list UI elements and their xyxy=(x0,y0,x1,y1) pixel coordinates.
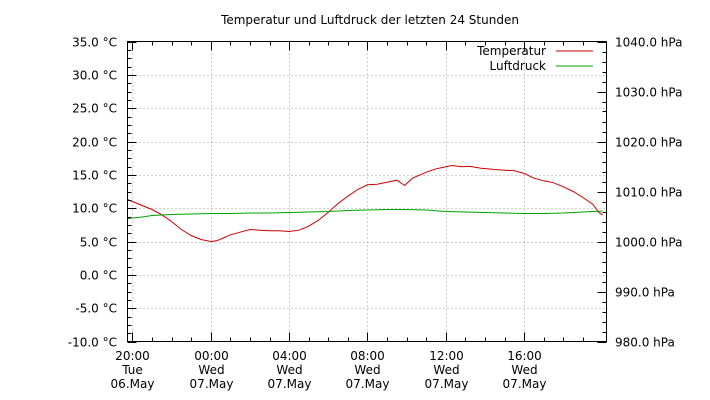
y-left-tick-label: 35.0 °C xyxy=(72,36,117,50)
y-left-tick-label: 0.0 °C xyxy=(80,269,117,283)
y-right-tick-label: 980.0 hPa xyxy=(615,336,675,350)
x-tick-day-label: Wed xyxy=(198,363,224,377)
legend-label-temperatur: Temperatur xyxy=(476,44,546,58)
ticks xyxy=(127,41,607,343)
x-axis-labels: 20:00Tue06.May00:00Wed07.May04:00Wed07.M… xyxy=(111,349,547,391)
x-tick-day-label: Wed xyxy=(433,363,459,377)
x-tick-time-label: 00:00 xyxy=(194,349,229,363)
y-left-tick-label: 20.0 °C xyxy=(72,136,117,150)
y-right-tick-label: 1020.0 hPa xyxy=(615,136,682,150)
y-left-tick-label: -10.0 °C xyxy=(68,336,117,350)
x-tick-date-label: 07.May xyxy=(503,377,547,391)
y-right-tick-label: 1000.0 hPa xyxy=(615,236,682,250)
x-tick-time-label: 08:00 xyxy=(350,349,385,363)
x-tick-date-label: 07.May xyxy=(346,377,390,391)
series-line-luftdruck xyxy=(127,209,603,219)
x-tick-date-label: 07.May xyxy=(425,377,469,391)
series-line-temperatur xyxy=(127,164,603,243)
legend: Temperatur Luftdruck xyxy=(476,44,593,73)
y-left-tick-label: 25.0 °C xyxy=(72,102,117,116)
y-left-tick-label: -5.0 °C xyxy=(75,302,117,316)
x-tick-day-label: Wed xyxy=(276,363,302,377)
y-right-tick-label: 1030.0 hPa xyxy=(615,86,682,100)
x-tick-day-label: Tue xyxy=(121,363,143,377)
x-tick-date-label: 07.May xyxy=(268,377,312,391)
y-left-tick-label: 30.0 °C xyxy=(72,69,117,83)
x-tick-time-label: 12:00 xyxy=(429,349,464,363)
y-right-tick-label: 1040.0 hPa xyxy=(615,36,682,50)
y-left-tick-label: 10.0 °C xyxy=(72,202,117,216)
x-tick-date-label: 06.May xyxy=(111,377,155,391)
x-tick-date-label: 07.May xyxy=(190,377,234,391)
y-right-tick-label: 990.0 hPa xyxy=(615,286,675,300)
x-tick-time-label: 16:00 xyxy=(507,349,542,363)
y-axis-left-labels: 35.0 °C 30.0 °C 25.0 °C 20.0 °C 15.0 °C 10.0 … xyxy=(68,36,117,350)
y-left-tick-label: 5.0 °C xyxy=(80,236,117,250)
chart-title: Temperatur und Luftdruck der letzten 24 … xyxy=(220,13,519,27)
series-layer xyxy=(127,164,603,243)
y-right-tick-label: 1010.0 hPa xyxy=(615,186,682,200)
grid xyxy=(127,41,607,342)
x-tick-time-label: 04:00 xyxy=(272,349,307,363)
x-tick-time-label: 20:00 xyxy=(115,349,150,363)
x-tick-day-label: Wed xyxy=(511,363,537,377)
legend-label-luftdruck: Luftdruck xyxy=(489,59,546,73)
x-tick-day-label: Wed xyxy=(354,363,380,377)
y-axis-right-labels: 1040.0 hPa 1030.0 hPa 1020.0 hPa 1010.0 hPa… xyxy=(615,36,682,350)
y-left-tick-label: 15.0 °C xyxy=(72,169,117,183)
